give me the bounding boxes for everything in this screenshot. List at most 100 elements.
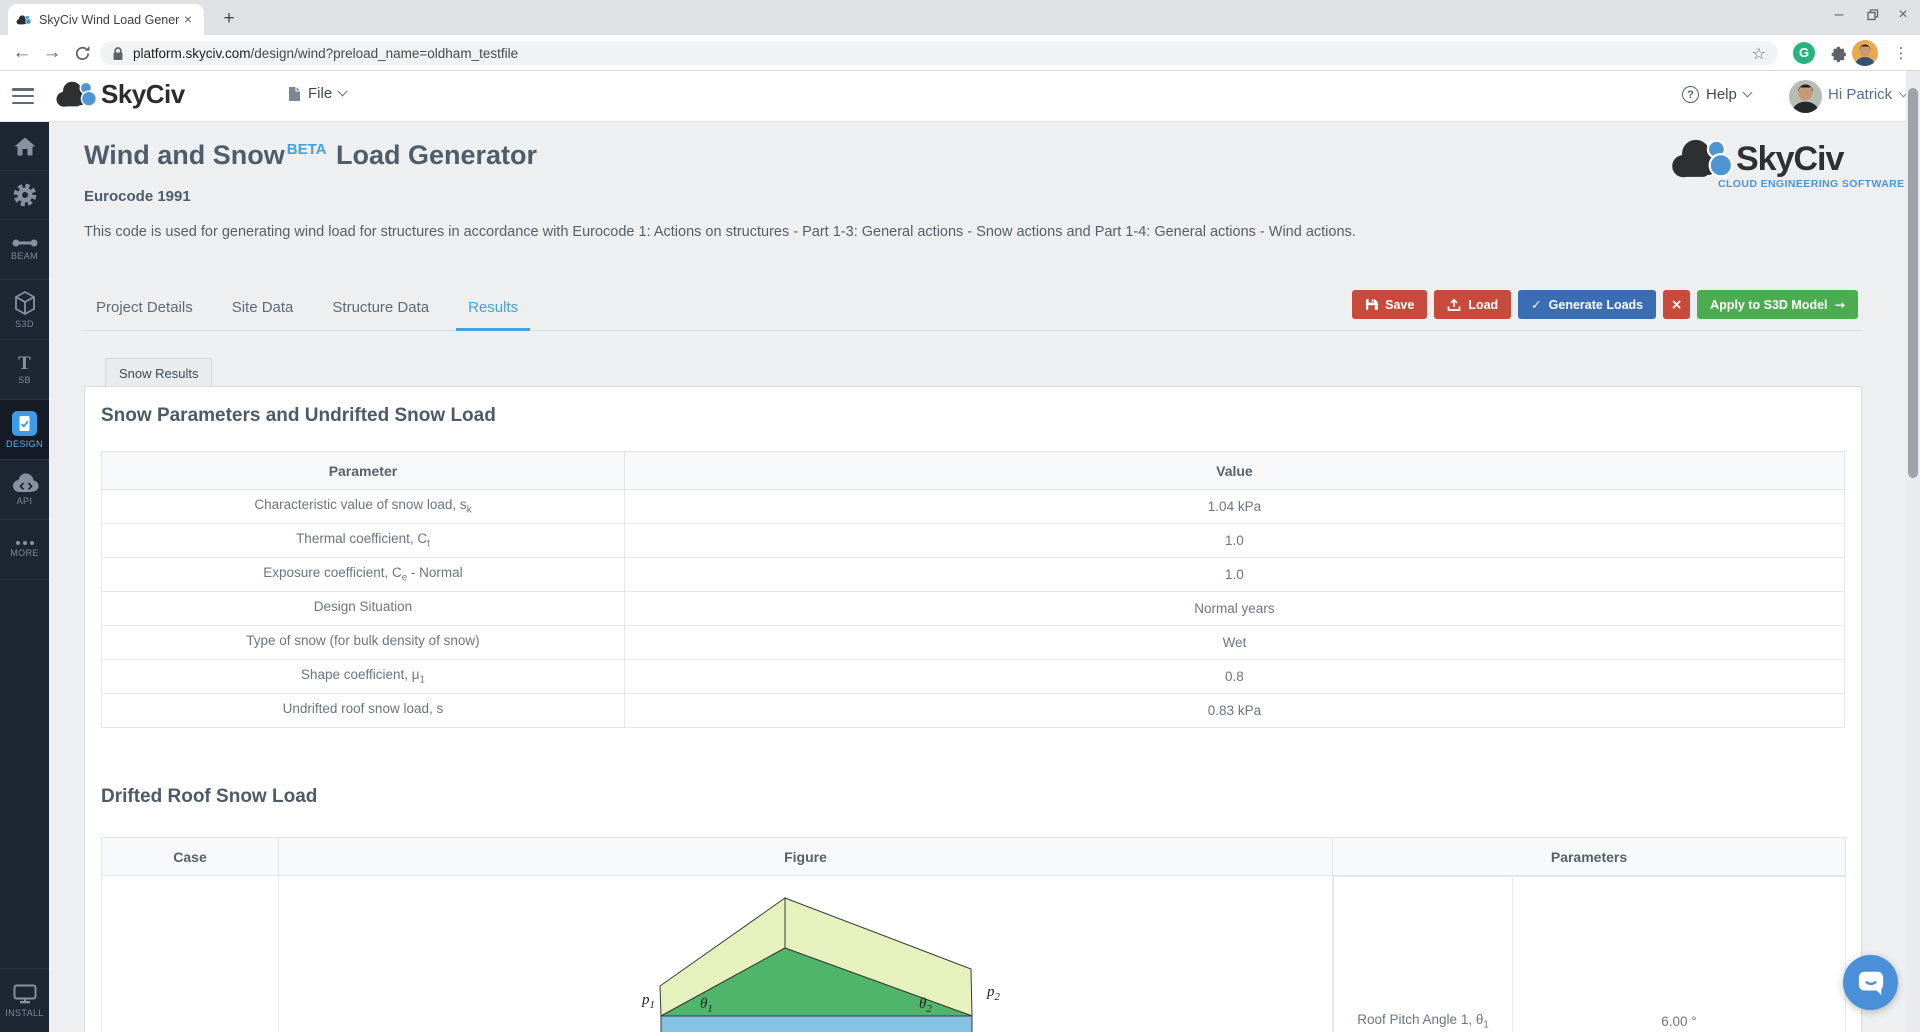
check-icon: ✓ [1531,297,1542,312]
snow-results-subtab[interactable]: Snow Results [105,358,213,387]
column-header-value: Value [623,451,1846,490]
window-minimize-button[interactable]: – [1834,6,1844,23]
sidebar-item-design[interactable]: DESIGN [0,400,49,460]
tab-site-data[interactable]: Site Data [231,299,294,316]
browser-profile-avatar[interactable] [1852,40,1878,66]
sidebar-item-settings[interactable] [0,171,49,220]
drifted-snow-table: Case Figure Parameters Case 1 - Drift on… [101,837,1846,1032]
skyciv-logo[interactable]: SkyCiv [55,79,185,110]
window-restore-button[interactable] [1856,0,1890,30]
sidebar-item-home[interactable] [0,122,49,171]
sidebar-item-api[interactable]: API [0,460,49,520]
table-row: Characteristic value of snow load, sk 1.… [101,489,1846,524]
chat-bubble-icon [1858,971,1883,995]
file-menu[interactable]: File [288,85,348,102]
tab-project-details[interactable]: Project Details [96,299,193,316]
column-header-case: Case [101,837,279,876]
url-bar[interactable]: platform.skyciv.com/design/wind?preload_… [100,41,1778,65]
puzzle-icon [1831,46,1846,62]
extensions-puzzle-icon[interactable] [1823,40,1849,66]
section-heading-drifted: Drifted Roof Snow Load [101,786,318,807]
sidebar-item-install[interactable]: INSTALL [0,968,49,1032]
user-greeting[interactable]: Hi Patrick [1828,86,1909,103]
generate-loads-button[interactable]: ✓ Generate Loads [1518,290,1657,319]
file-icon [289,86,300,101]
browser-toolbar: ← → platform.skyciv.com/design/wind?prel… [0,35,1920,71]
reload-icon [75,45,89,60]
app-header: SkyCiv File ? Help Hi Patrick [0,71,1920,122]
table-row: Type of snow (for bulk density of snow) … [101,625,1846,660]
section-builder-icon: T [18,352,31,374]
close-tab-icon[interactable]: × [183,10,193,27]
column-header-figure: Figure [278,837,1333,876]
browser-menu-kebab-icon[interactable]: ⋮ [1893,44,1909,62]
sidebar-item-sb[interactable]: T SB [0,340,49,400]
sidebar-item-more[interactable]: MORE [0,520,49,580]
table-row: Exposure coefficient, Ce - Normal 1.0 [101,557,1846,592]
table-row-case1: Case 1 - Drift on duopitch p1 θ1 θ2 p2 [101,875,1846,1032]
load-button[interactable]: Load [1434,290,1512,319]
table-row: Design Situation Normal years [101,591,1846,626]
gear-icon [13,183,36,207]
page-title: Wind and Snow BETA Load Generator [84,140,538,170]
back-button[interactable]: ← [12,42,32,63]
home-icon [14,137,35,155]
sidebar-item-beam[interactable]: BEAM [0,220,49,280]
new-tab-button[interactable]: + [223,8,235,29]
skyciv-watermark-logo: SkyCiv CLOUD ENGINEERING SOFTWARE [1670,136,1915,190]
bookmark-star-icon[interactable]: ☆ [1751,43,1766,63]
browser-tab[interactable]: SkyCiv Wind Load Generator × [8,4,204,35]
main-tabs: Project Details Site Data Structure Data… [84,288,1862,331]
grammarly-extension-icon[interactable]: G [1791,40,1817,66]
side-navigation: BEAM S3D T SB DESIGN API MORE [0,122,49,1032]
skyciv-cloud-icon [1670,136,1736,182]
monitor-icon [13,984,36,1003]
help-menu[interactable]: ? Help [1682,86,1753,103]
help-icon: ? [1682,86,1699,103]
url-text: platform.skyciv.com/design/wind?preload_… [133,45,519,61]
browser-tabstrip: SkyCiv Wind Load Generator × + – × [0,0,1920,35]
hamburger-menu-icon[interactable] [12,86,34,106]
skyciv-favicon [16,14,32,26]
lock-icon [113,46,123,60]
forward-button[interactable]: → [42,42,62,63]
theta2-label: θ2 [919,996,932,1015]
table-row: Undrifted roof snow load, s 0.83 kPa [101,693,1846,728]
api-cloud-icon [12,473,38,492]
chevron-down-icon [1742,87,1753,98]
table-row: Roof Pitch Angle 1, θ1 6.00 ° [1333,876,1845,1032]
page-scrollbar[interactable] [1906,71,1920,1032]
browser-tab-title: SkyCiv Wind Load Generator [39,12,180,27]
column-header-parameters: Parameters [1332,837,1846,876]
cube-3d-icon [14,291,35,315]
window-close-button[interactable]: × [1898,6,1908,23]
skyciv-cloud-icon [55,79,99,110]
avatar-image [1789,80,1822,113]
case-label: Case 1 - Drift on duopitch [101,875,279,1032]
sidebar-item-s3d[interactable]: S3D [0,280,49,340]
action-buttons: Save Load ✓ Generate Loads × Apply to S3… [1352,290,1858,319]
snow-parameters-table: Parameter Value Characteristic value of … [101,451,1846,728]
tab-results[interactable]: Results [456,288,531,331]
design-doc-check-icon [12,410,37,436]
tab-structure-data[interactable]: Structure Data [332,299,430,316]
chat-widget-button[interactable] [1843,955,1898,1010]
upload-icon [1447,298,1461,311]
more-dots-icon [15,541,34,545]
beam-member-icon [12,239,37,247]
page-description: This code is used for generating wind lo… [84,224,1356,240]
reload-button[interactable] [68,39,96,67]
close-results-button[interactable]: × [1663,290,1691,319]
pressure2-label: p2 [987,984,1000,1003]
save-button[interactable]: Save [1352,290,1428,319]
column-header-parameter: Parameter [101,451,625,490]
chevron-down-icon [337,86,348,97]
results-panel: Snow Parameters and Undrifted Snow Load … [84,386,1862,1032]
pressure1-label: p1 [642,992,655,1011]
table-row: Shape coefficient, μ1 0.8 [101,659,1846,694]
scrollbar-thumb[interactable] [1908,88,1918,478]
user-avatar[interactable] [1789,80,1822,118]
apply-to-s3d-button[interactable]: Apply to S3D Model → [1697,290,1858,319]
section-heading-undrifted: Snow Parameters and Undrifted Snow Load [101,405,496,426]
parameters-cell: Roof Pitch Angle 1, θ1 6.00 ° Roof Pitch… [1332,875,1846,1032]
